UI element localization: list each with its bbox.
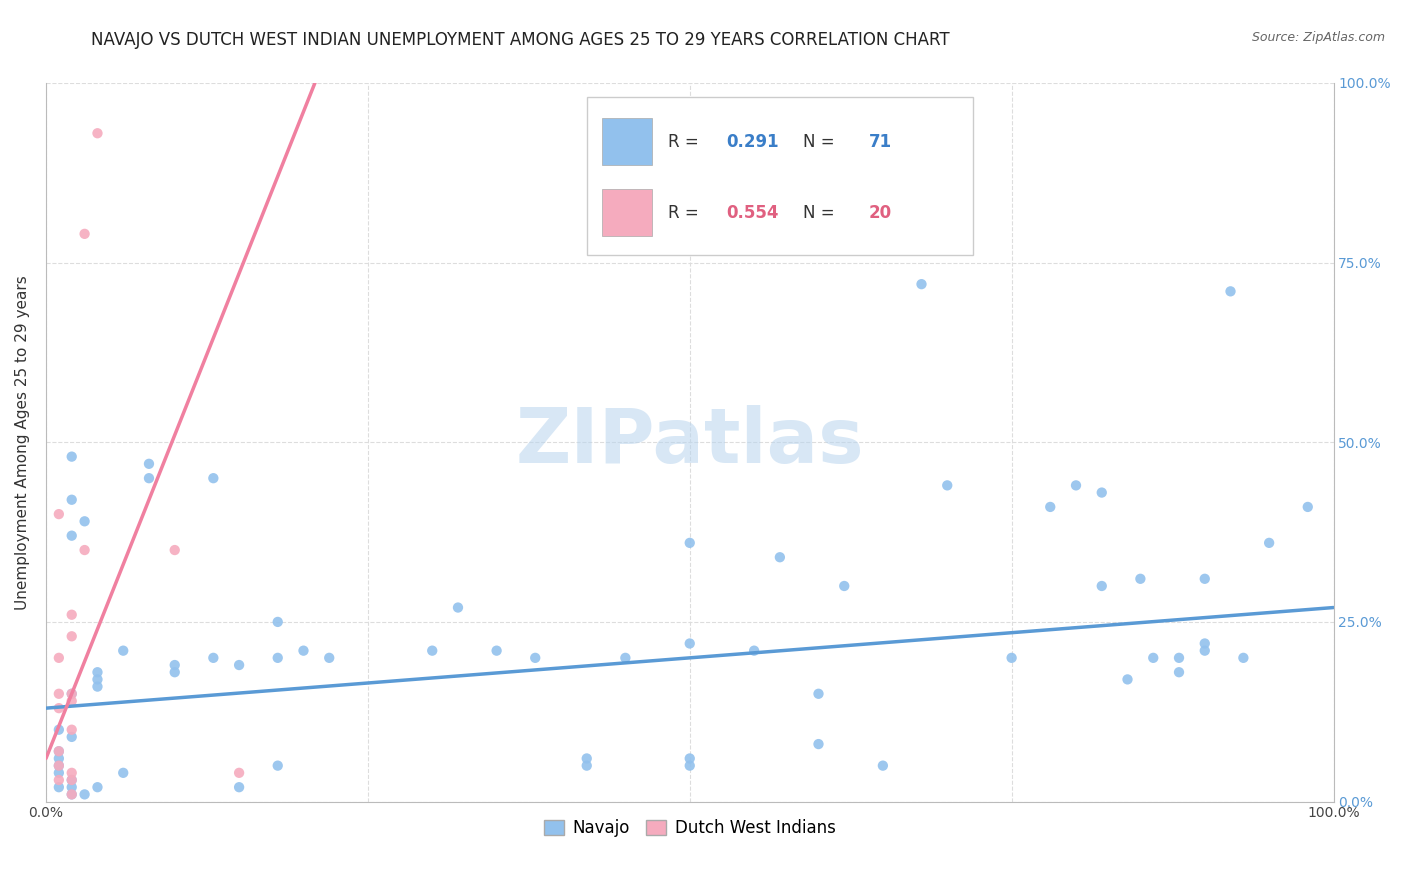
Point xyxy=(163,658,186,673)
Point xyxy=(60,788,83,802)
Point xyxy=(48,758,70,772)
Point xyxy=(48,758,70,772)
Point xyxy=(48,751,70,765)
Y-axis label: Unemployment Among Ages 25 to 29 years: Unemployment Among Ages 25 to 29 years xyxy=(15,275,30,609)
Text: NAVAJO VS DUTCH WEST INDIAN UNEMPLOYMENT AMONG AGES 25 TO 29 YEARS CORRELATION C: NAVAJO VS DUTCH WEST INDIAN UNEMPLOYMENT… xyxy=(91,31,950,49)
Point xyxy=(48,687,70,701)
Point xyxy=(48,772,70,787)
Point xyxy=(60,529,83,543)
Point xyxy=(60,607,83,622)
Point xyxy=(60,772,83,787)
Point xyxy=(679,636,702,650)
Point xyxy=(1168,650,1191,665)
Point xyxy=(138,471,160,485)
Point xyxy=(228,658,250,673)
Point xyxy=(1296,500,1319,514)
Point xyxy=(524,650,547,665)
Point xyxy=(769,550,792,565)
Point xyxy=(163,665,186,680)
Point xyxy=(60,723,83,737)
Point xyxy=(267,758,290,772)
Point xyxy=(1168,665,1191,680)
Point xyxy=(112,765,135,780)
Point xyxy=(807,737,830,751)
Point xyxy=(163,543,186,558)
Point xyxy=(86,126,108,140)
Text: Source: ZipAtlas.com: Source: ZipAtlas.com xyxy=(1251,31,1385,45)
Point xyxy=(48,507,70,521)
Point xyxy=(485,643,508,657)
Point xyxy=(48,650,70,665)
Point xyxy=(73,514,96,528)
Point xyxy=(1194,636,1216,650)
Point xyxy=(228,780,250,795)
Point xyxy=(679,751,702,765)
Point xyxy=(420,643,443,657)
Point xyxy=(1001,650,1024,665)
Point xyxy=(1142,650,1164,665)
Point xyxy=(292,643,315,657)
Point xyxy=(86,780,108,795)
Point xyxy=(48,744,70,758)
Point xyxy=(679,536,702,550)
Point xyxy=(60,694,83,708)
Point xyxy=(228,765,250,780)
Text: ZIPatlas: ZIPatlas xyxy=(516,405,865,479)
Point xyxy=(447,600,470,615)
Point xyxy=(318,650,340,665)
Point xyxy=(48,780,70,795)
Point xyxy=(60,730,83,744)
Point xyxy=(60,780,83,795)
Point xyxy=(60,687,83,701)
Point xyxy=(832,579,855,593)
Point xyxy=(575,751,598,765)
Point xyxy=(73,227,96,241)
Point xyxy=(1194,572,1216,586)
Point xyxy=(86,673,108,687)
Point xyxy=(60,772,83,787)
Point xyxy=(60,492,83,507)
Point xyxy=(575,758,598,772)
Point xyxy=(1258,536,1281,550)
Point xyxy=(73,788,96,802)
Point xyxy=(48,765,70,780)
Point xyxy=(202,650,225,665)
Point xyxy=(679,758,702,772)
Point xyxy=(267,650,290,665)
Point xyxy=(910,277,932,292)
Point xyxy=(48,723,70,737)
Point xyxy=(936,478,959,492)
Point xyxy=(86,665,108,680)
Point xyxy=(1232,650,1254,665)
Point xyxy=(86,680,108,694)
Point xyxy=(1116,673,1139,687)
Point xyxy=(112,643,135,657)
Point xyxy=(1194,643,1216,657)
Point xyxy=(742,643,765,657)
Point xyxy=(807,687,830,701)
Point xyxy=(48,701,70,715)
Point xyxy=(60,450,83,464)
Point xyxy=(267,615,290,629)
Legend: Navajo, Dutch West Indians: Navajo, Dutch West Indians xyxy=(537,813,842,844)
Point xyxy=(48,744,70,758)
Point xyxy=(202,471,225,485)
Point xyxy=(1039,500,1062,514)
Point xyxy=(60,687,83,701)
Point xyxy=(60,788,83,802)
Point xyxy=(138,457,160,471)
Point xyxy=(1219,285,1241,299)
Point xyxy=(1091,579,1114,593)
Point xyxy=(1064,478,1087,492)
Point xyxy=(73,543,96,558)
Point xyxy=(1129,572,1152,586)
Point xyxy=(1091,485,1114,500)
Point xyxy=(60,629,83,643)
Point xyxy=(614,650,637,665)
Point xyxy=(872,758,894,772)
Point xyxy=(60,765,83,780)
